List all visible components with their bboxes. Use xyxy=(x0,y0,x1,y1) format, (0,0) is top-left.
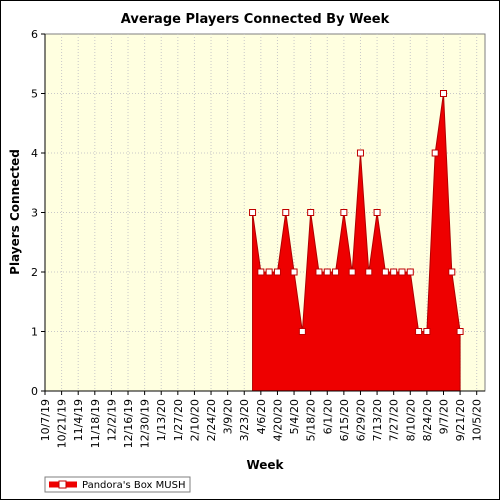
y-tick-label: 2 xyxy=(31,266,38,279)
data-point xyxy=(249,209,257,216)
x-tick-label: 12/16/19 xyxy=(122,399,135,448)
x-tick-label: 6/15/20 xyxy=(338,399,351,441)
data-point xyxy=(406,268,414,276)
x-axis-ticks: 10/7/19 10/21/19 11/4/19 11/18/19 12/2/19 12/… xyxy=(39,390,485,448)
data-point xyxy=(439,90,447,97)
x-tick-label: 5/18/20 xyxy=(305,399,318,441)
data-point xyxy=(323,268,331,276)
x-axis-title: Week xyxy=(246,458,284,472)
data-point xyxy=(456,328,464,335)
x-tick-label: 6/1/20 xyxy=(321,399,334,434)
y-axis-title: Players Connected xyxy=(8,149,22,275)
x-tick-label: 9/7/20 xyxy=(437,399,450,434)
x-tick-label: 9/21/20 xyxy=(454,399,467,441)
series-markers xyxy=(249,90,464,335)
y-tick-label: 4 xyxy=(31,147,38,160)
data-point xyxy=(273,268,281,276)
data-point xyxy=(448,268,456,276)
chart-title: Average Players Connected By Week xyxy=(121,12,390,27)
data-point xyxy=(365,268,373,276)
x-tick-label: 12/2/19 xyxy=(105,399,118,441)
data-point xyxy=(265,268,273,276)
legend-marker xyxy=(58,480,67,489)
y-tick-label: 0 xyxy=(31,385,38,398)
data-point xyxy=(307,209,315,216)
x-tick-label: 10/5/20 xyxy=(471,399,484,441)
x-tick-label: 3/23/20 xyxy=(238,399,251,441)
data-point xyxy=(290,268,298,276)
data-point xyxy=(340,209,348,216)
x-tick-label: 12/30/19 xyxy=(139,399,152,448)
x-tick-label: 2/24/20 xyxy=(205,399,218,441)
data-point xyxy=(298,328,306,335)
y-tick-label: 5 xyxy=(31,88,38,101)
data-point xyxy=(398,268,406,276)
legend-box xyxy=(44,476,191,493)
x-tick-label: 10/7/19 xyxy=(39,399,52,441)
x-tick-label: 1/13/20 xyxy=(155,399,168,441)
x-tick-label: 3/9/20 xyxy=(222,399,235,434)
data-point xyxy=(356,149,364,157)
data-point xyxy=(257,268,265,276)
x-tick-label: 7/27/20 xyxy=(388,399,401,441)
y-tick-label: 3 xyxy=(31,207,38,220)
x-tick-label: 4/6/20 xyxy=(255,399,268,434)
x-tick-label: 5/4/20 xyxy=(288,399,301,434)
x-tick-label: 2/10/20 xyxy=(188,399,201,441)
x-tick-label: 8/10/20 xyxy=(404,399,417,441)
x-tick-label: 1/27/20 xyxy=(172,399,185,441)
x-tick-label: 10/21/19 xyxy=(56,399,69,448)
x-tick-label: 11/18/19 xyxy=(89,399,102,448)
data-point xyxy=(332,268,340,276)
data-point xyxy=(423,328,431,335)
legend: Pandora's Box MUSH xyxy=(44,476,191,493)
y-tick-label: 6 xyxy=(31,28,38,41)
x-tick-label: 7/13/20 xyxy=(371,399,384,441)
data-point xyxy=(315,268,323,276)
data-point xyxy=(390,268,398,276)
data-point xyxy=(373,209,381,216)
x-tick-label: 8/24/20 xyxy=(421,399,434,441)
data-point xyxy=(282,209,290,216)
y-axis-ticks: 0 1 2 3 4 5 6 xyxy=(31,28,46,398)
data-point xyxy=(415,328,423,335)
x-tick-label: 4/20/20 xyxy=(271,399,284,441)
legend-label: Pandora's Box MUSH xyxy=(82,480,185,491)
y-tick-label: 1 xyxy=(31,326,38,339)
x-tick-label: 11/4/19 xyxy=(72,399,85,441)
x-tick-label: 6/29/20 xyxy=(354,399,367,441)
data-point xyxy=(348,268,356,276)
data-point xyxy=(381,268,389,276)
data-point xyxy=(431,149,439,157)
